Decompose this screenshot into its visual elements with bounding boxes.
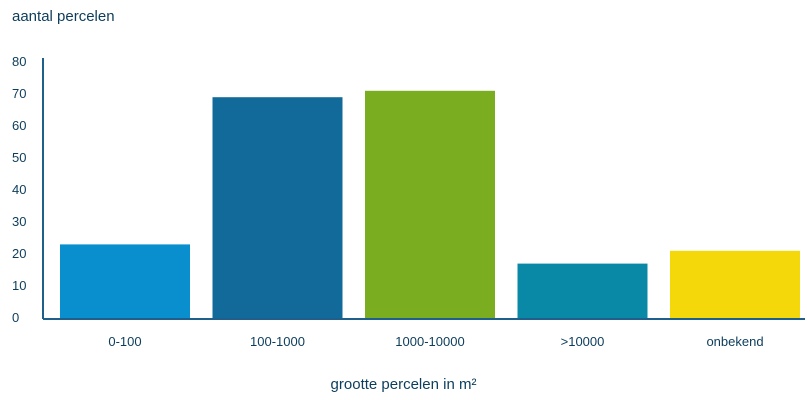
bar-3 — [517, 263, 648, 318]
y-tick-label: 80 — [12, 54, 26, 69]
y-tick-label: 0 — [12, 310, 19, 325]
x-tick-label: 1000-10000 — [395, 334, 464, 349]
x-tick-label: >10000 — [561, 334, 605, 349]
bar-4 — [670, 250, 800, 318]
x-tick-label: 100-1000 — [250, 334, 305, 349]
y-tick-label: 10 — [12, 278, 26, 293]
y-tick-label: 60 — [12, 118, 26, 133]
y-tick-label: 50 — [12, 150, 26, 165]
y-tick-label: 30 — [12, 214, 26, 229]
x-tick-label: onbekend — [706, 334, 763, 349]
y-tick-label: 70 — [12, 86, 26, 101]
bar-2 — [365, 90, 495, 318]
bar-1 — [212, 97, 343, 318]
bar-0 — [60, 244, 190, 318]
y-axis-label: aantal percelen — [12, 8, 115, 25]
x-tick-label: 0-100 — [108, 334, 141, 349]
y-tick-label: 40 — [12, 182, 26, 197]
x-axis-label: grootte percelen in m² — [330, 376, 477, 393]
y-tick-label: 20 — [12, 246, 26, 261]
